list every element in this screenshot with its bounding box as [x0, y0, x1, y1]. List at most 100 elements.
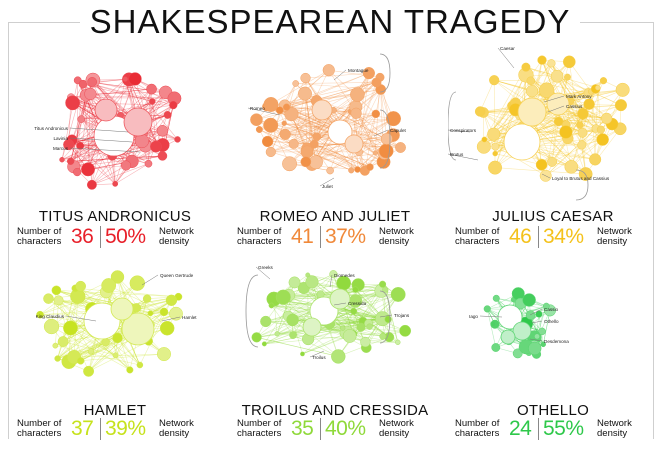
network-node: [262, 136, 273, 147]
annotation-label: Cassius: [566, 104, 583, 109]
network-node: [252, 332, 262, 342]
network-node: [492, 143, 499, 150]
network-node: [310, 140, 318, 148]
network-node: [63, 321, 77, 335]
network-node: [85, 88, 97, 100]
network-node: [146, 84, 156, 94]
network-node: [123, 77, 128, 82]
network-node: [53, 343, 58, 348]
hub-node: [111, 298, 133, 320]
network-density: 50%: [105, 225, 146, 249]
network-node: [289, 139, 298, 148]
network-node: [563, 56, 575, 68]
network-node: [597, 134, 609, 146]
network-node: [160, 321, 174, 335]
network-node: [88, 349, 94, 355]
network-node: [266, 147, 276, 157]
annotation-label: Romeo: [250, 106, 265, 111]
network-node: [293, 80, 299, 86]
network-node: [169, 307, 182, 320]
network-node: [547, 59, 555, 67]
network-node: [551, 70, 563, 82]
network-node: [350, 87, 364, 101]
network-node: [289, 331, 296, 338]
network-node: [379, 144, 393, 158]
play-name: ROMEO AND JULIET: [230, 208, 440, 225]
network-node: [58, 336, 68, 346]
network-node: [528, 342, 541, 355]
network-node: [536, 159, 547, 170]
network-node: [487, 128, 500, 141]
network-density: 34%: [543, 225, 584, 249]
network-node: [121, 161, 131, 171]
network-node: [148, 311, 153, 316]
network-node: [143, 295, 151, 303]
hub-node: [95, 99, 117, 121]
hub-node: [124, 108, 152, 136]
network-node: [289, 277, 300, 288]
network-node: [81, 163, 94, 176]
network-density: 39%: [105, 417, 146, 441]
annotation-label: Iago: [469, 314, 478, 319]
hub-node: [518, 98, 546, 126]
stat-divider: [320, 226, 321, 248]
network-node: [554, 117, 563, 126]
network-node: [589, 154, 601, 166]
network-node: [538, 56, 547, 65]
network-node: [78, 116, 85, 123]
network-node: [309, 156, 322, 169]
annotation-label: Marcus: [53, 146, 69, 151]
annotation-label: Brutus: [450, 152, 464, 157]
network-node: [373, 151, 377, 155]
network-node: [102, 278, 116, 292]
network-node: [357, 323, 365, 331]
network-node: [337, 276, 351, 290]
label-characters: characters: [237, 429, 281, 439]
network-node: [287, 314, 299, 326]
network-node: [52, 286, 61, 295]
network-node: [577, 108, 588, 119]
annotation-label: Lavinia: [53, 136, 68, 141]
annotation-label: Hamlet: [182, 315, 197, 320]
network-node: [616, 83, 629, 96]
network-node: [379, 281, 386, 288]
network-node: [340, 326, 345, 331]
network-node: [565, 160, 578, 173]
network-node: [386, 111, 401, 126]
network-node: [601, 113, 612, 124]
annotation-label: Capulet: [390, 128, 407, 133]
network-node: [175, 136, 181, 142]
network-node: [169, 101, 177, 109]
label-density: density: [597, 237, 627, 247]
network-node: [158, 151, 167, 160]
character-count: 41: [291, 225, 313, 249]
network-density: 40%: [325, 417, 366, 441]
stat-divider: [538, 418, 539, 440]
network-node: [547, 157, 556, 166]
network-node: [512, 287, 524, 299]
network-node: [372, 110, 380, 118]
annotation-label: Trojans: [394, 313, 410, 318]
network-node: [130, 276, 145, 291]
network-node: [129, 73, 142, 86]
annotation-leader: [142, 275, 158, 285]
network-node: [54, 296, 63, 305]
hub-node: [345, 135, 363, 153]
annotation-label: Montague: [348, 68, 369, 73]
network-node: [600, 77, 607, 84]
character-count: 46: [509, 225, 531, 249]
network-node: [113, 181, 118, 186]
network-node: [367, 324, 373, 330]
label-density: density: [159, 429, 189, 439]
network-node: [87, 180, 96, 189]
network-node: [77, 357, 84, 364]
network-node: [484, 306, 491, 313]
annotation-leader: [498, 48, 514, 68]
